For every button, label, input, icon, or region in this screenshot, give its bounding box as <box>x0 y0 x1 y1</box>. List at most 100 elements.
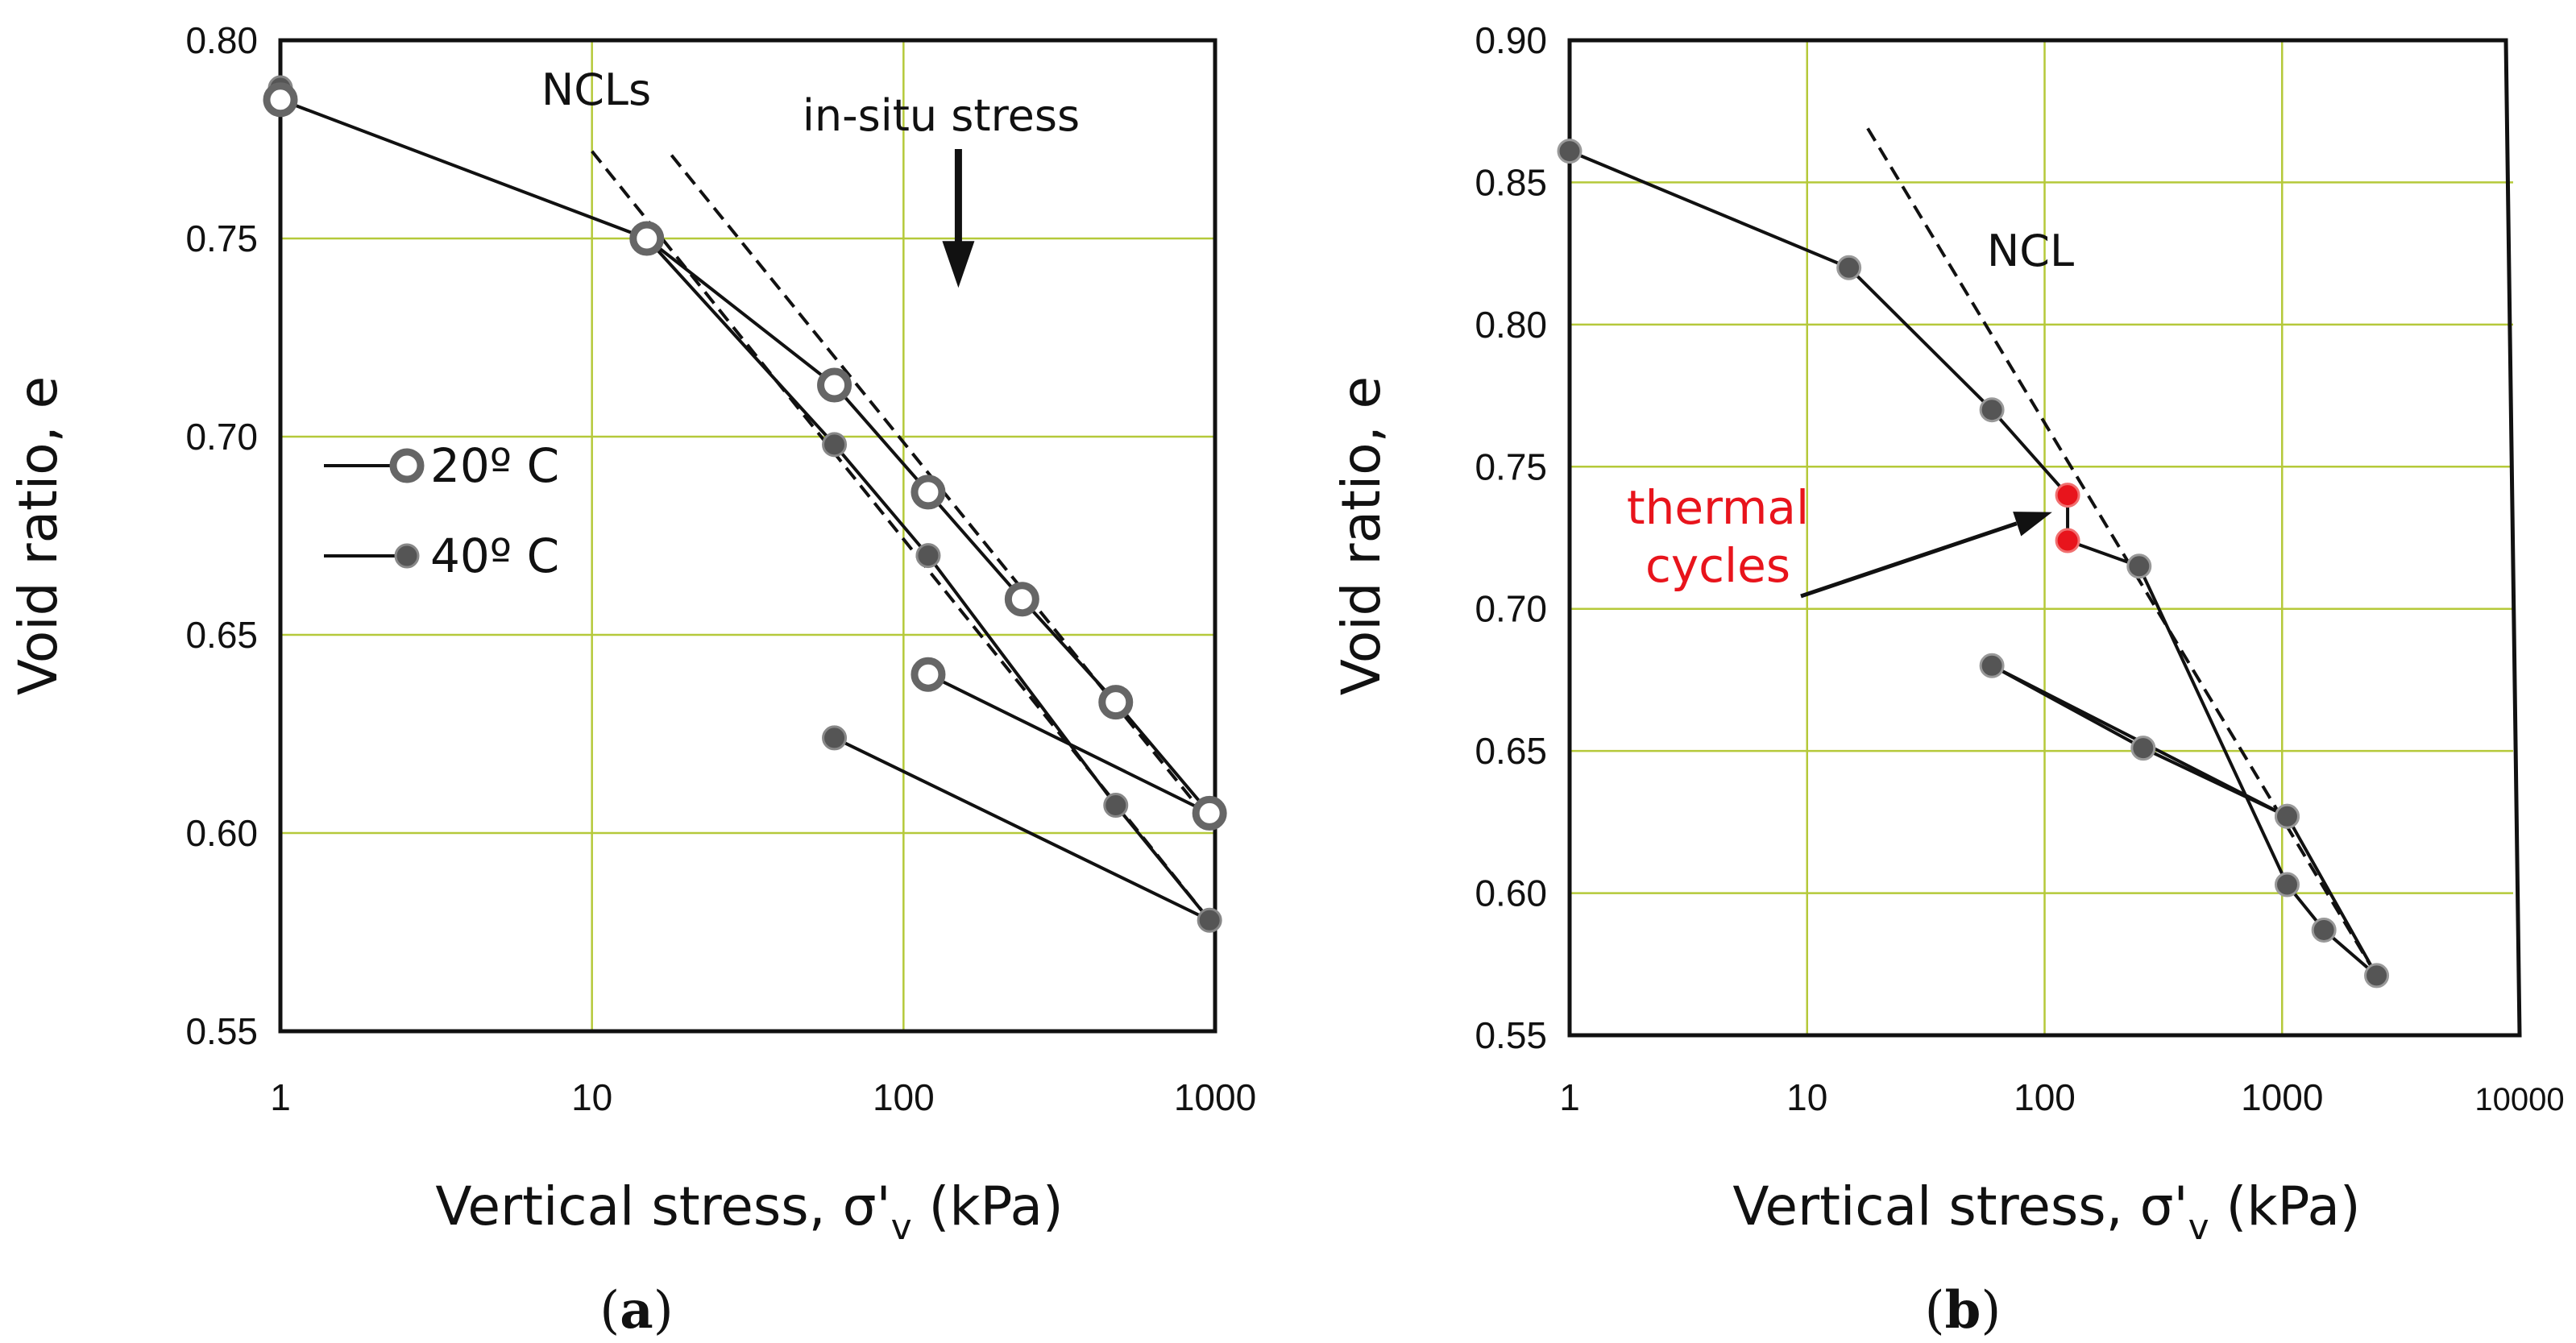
panel-caption: (b) <box>1925 1280 2001 1341</box>
y-tick-label: 0.85 <box>1475 161 1547 203</box>
series-20c-point <box>817 367 852 403</box>
data-point <box>2364 963 2390 989</box>
data-point <box>1979 653 2005 678</box>
loading-path-segment <box>2137 565 2289 885</box>
series-20c-point <box>911 475 946 510</box>
series-40c-point <box>1197 907 1222 933</box>
loading-path-segment <box>1991 664 2144 750</box>
data-point <box>1979 397 2005 423</box>
in-situ-stress-annotation: in-situ stress <box>803 90 1080 141</box>
series-40c-point <box>822 725 848 751</box>
thermal-cycle-point <box>2055 483 2080 508</box>
data-point <box>1836 255 1862 280</box>
loading-path-segment <box>1990 408 2069 496</box>
y-tick-label: 0.80 <box>1475 304 1547 346</box>
thermal-cycles-arrow-head <box>2013 512 2052 537</box>
y-tick-label: 0.90 <box>1475 19 1547 61</box>
x-axis-title-main: Vertical stress, σ' <box>1732 1175 2188 1237</box>
y-tick-label: 0.55 <box>185 1010 258 1052</box>
series-20c-segment <box>280 97 648 240</box>
x-axis-title-units: (kPa) <box>912 1175 1064 1237</box>
series-20c-point <box>263 82 298 118</box>
x-tick-label: 100 <box>2014 1076 2076 1118</box>
thermal-label-line1: thermal <box>1627 480 1809 535</box>
x-tick-label: 1 <box>1559 1076 1580 1118</box>
data-point <box>1557 139 1583 164</box>
series-40c-point <box>822 432 848 458</box>
series-40c-point <box>1103 793 1129 819</box>
loading-path-segment <box>2142 746 2288 819</box>
series-40c-segment <box>645 237 836 446</box>
y-tick-label: 0.75 <box>185 218 258 259</box>
caption-close: ) <box>1981 1281 2001 1341</box>
x-axis-title-subscript: v <box>2188 1207 2209 1248</box>
caption-open: ( <box>1925 1281 1945 1341</box>
x-axis-title-subscript: v <box>891 1207 912 1248</box>
panel-caption: (a) <box>599 1280 673 1341</box>
chart-panel-a: 1 10 100 1000 0.55 0.60 0.65 0.70 0.75 0.80 Vertic… <box>7 19 1256 1341</box>
series-40c-point <box>915 543 941 569</box>
loading-path-segment <box>2067 539 2140 568</box>
data-point <box>2130 736 2156 761</box>
y-tick-label: 0.75 <box>1475 446 1547 487</box>
y-tick-label: 0.65 <box>185 614 258 656</box>
x-tick-label: 10 <box>571 1076 612 1118</box>
ncl-annotation: NCL <box>1987 226 2074 276</box>
x-tick-label: 10 <box>1786 1076 1827 1118</box>
plot-frame <box>278 38 1217 1034</box>
y-tick-label: 0.70 <box>185 416 258 458</box>
y-tick-label: 0.65 <box>1475 730 1547 772</box>
legend-20c-label: 20º C <box>430 438 559 493</box>
chart-panel-b: 1 10 100 1000 10000 0.55 0.60 0.65 0.70 0.75 0.80 0… <box>1330 19 2565 1341</box>
series-20c-point <box>1004 582 1039 617</box>
legend-40c-marker <box>394 543 420 569</box>
x-tick-label: 1000 <box>2241 1076 2323 1118</box>
x-axis-title: Vertical stress, σ'v (kPa) <box>435 1175 1063 1248</box>
x-tick-label: 1 <box>270 1076 291 1118</box>
x-tick-label: 1000 <box>1174 1076 1256 1118</box>
y-axis-title: Void ratio, e <box>1330 376 1392 695</box>
caption-letter: a <box>620 1280 653 1341</box>
y-axis-title: Void ratio, e <box>7 376 69 695</box>
loading-path-segment <box>1569 149 1850 270</box>
series-20c-segment <box>645 237 836 387</box>
data-point <box>2274 803 2300 829</box>
legend-40c-label: 40º C <box>430 528 559 583</box>
x-axis-title: Vertical stress, σ'v (kPa) <box>1732 1175 2360 1248</box>
thermal-cycles-arrow-shaft <box>1800 521 2018 599</box>
legend-20c-marker <box>389 448 425 483</box>
y-tick-label: 0.70 <box>1475 588 1547 630</box>
ncls-annotation: NCLs <box>541 64 651 115</box>
y-tick-label: 0.60 <box>1475 873 1547 914</box>
data-point <box>2274 872 2300 897</box>
x-axis-title-main: Vertical stress, σ' <box>435 1175 890 1237</box>
series-20c-point <box>1098 685 1134 720</box>
series-40c-segment <box>1114 804 1211 922</box>
plot-frame <box>1567 38 2522 1038</box>
x-axis-title-units: (kPa) <box>2209 1175 2361 1237</box>
caption-close: ) <box>653 1281 674 1341</box>
ncl-dashed-line <box>1866 127 2379 976</box>
series-20c-segment <box>1020 598 1118 703</box>
series-20c-segment <box>1114 701 1211 815</box>
x-tick-label: 10000 <box>2474 1082 2564 1117</box>
y-tick-label: 0.60 <box>185 812 258 854</box>
x-tick-label: 100 <box>873 1076 935 1118</box>
loading-path-segment <box>1848 266 1993 412</box>
series-40c-segment <box>833 443 930 557</box>
series-40c-segment <box>927 554 1118 806</box>
series-20c-segment <box>927 491 1023 601</box>
series-20c-point <box>629 221 665 256</box>
caption-open: ( <box>599 1281 620 1341</box>
thermal-cycle-point <box>2055 528 2080 553</box>
series-20c-point <box>911 657 946 692</box>
y-tick-label: 0.80 <box>185 19 258 61</box>
caption-letter: b <box>1945 1280 1981 1341</box>
data-point <box>2311 917 2337 943</box>
series-40c-unload-segment <box>833 736 1211 922</box>
series-20c-point <box>1192 795 1227 831</box>
series-20c-segment <box>833 383 930 494</box>
loading-path-segment <box>2285 815 2379 976</box>
y-tick-label: 0.55 <box>1475 1014 1547 1056</box>
